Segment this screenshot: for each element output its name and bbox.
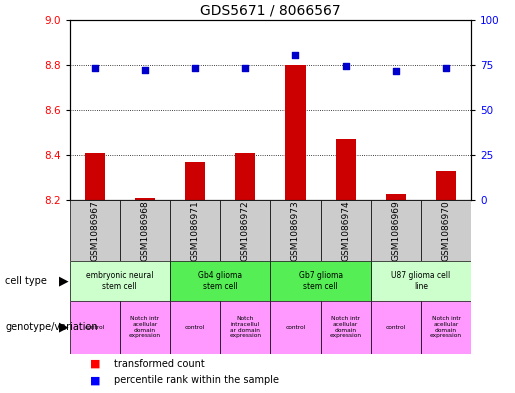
Bar [170, 301, 220, 354]
Bar [336, 140, 356, 200]
Bar [170, 261, 270, 301]
Bar [84, 153, 105, 200]
Text: GSM1086972: GSM1086972 [241, 200, 250, 261]
Text: control: control [285, 325, 305, 330]
Bar [371, 301, 421, 354]
Text: Notch
intracellul
ar domain
expression: Notch intracellul ar domain expression [229, 316, 261, 338]
Point [291, 52, 300, 58]
Text: ■: ■ [90, 358, 100, 369]
Text: ■: ■ [90, 375, 100, 385]
Bar [320, 200, 371, 261]
Bar [270, 261, 371, 301]
Bar [70, 261, 170, 301]
Text: Notch intr
acellular
domain
expression: Notch intr acellular domain expression [430, 316, 462, 338]
Text: GSM1086970: GSM1086970 [442, 200, 451, 261]
Bar [285, 65, 305, 200]
Point [191, 65, 199, 72]
Text: cell type: cell type [5, 276, 47, 286]
Bar [371, 261, 471, 301]
Bar [70, 200, 119, 261]
Bar [235, 153, 255, 200]
Text: ▶: ▶ [59, 321, 69, 334]
Point [241, 64, 249, 71]
Bar [320, 301, 371, 354]
Bar [386, 194, 406, 200]
Text: GSM1086971: GSM1086971 [191, 200, 199, 261]
Bar [270, 200, 321, 261]
Text: Notch intr
acellular
domain
expression: Notch intr acellular domain expression [129, 316, 161, 338]
Text: percentile rank within the sample: percentile rank within the sample [114, 375, 279, 385]
Bar [119, 200, 170, 261]
Text: Notch intr
acellular
domain
expression: Notch intr acellular domain expression [330, 316, 362, 338]
Bar [135, 198, 155, 200]
Bar [270, 301, 321, 354]
Text: GSM1086974: GSM1086974 [341, 200, 350, 261]
Point [141, 67, 149, 73]
Text: genotype/variation: genotype/variation [5, 322, 98, 332]
Text: GSM1086967: GSM1086967 [90, 200, 99, 261]
Point [442, 65, 450, 72]
Bar [371, 200, 421, 261]
Point [341, 62, 350, 69]
Text: U87 glioma cell
line: U87 glioma cell line [391, 271, 451, 291]
Bar [170, 200, 220, 261]
Bar [220, 200, 270, 261]
Text: embryonic neural
stem cell: embryonic neural stem cell [86, 271, 153, 291]
Bar [185, 162, 205, 200]
Point [91, 64, 99, 71]
Text: Gb4 glioma
stem cell: Gb4 glioma stem cell [198, 271, 242, 291]
Bar [421, 301, 471, 354]
Bar [119, 301, 170, 354]
Text: control: control [84, 325, 105, 330]
Text: ▶: ▶ [59, 274, 69, 288]
Text: transformed count: transformed count [114, 358, 204, 369]
Text: control: control [185, 325, 205, 330]
Bar [436, 171, 456, 200]
Bar [220, 301, 270, 354]
Bar [70, 301, 119, 354]
Point [392, 68, 400, 74]
Text: GSM1086969: GSM1086969 [391, 200, 400, 261]
Text: Gb7 glioma
stem cell: Gb7 glioma stem cell [299, 271, 342, 291]
Text: control: control [386, 325, 406, 330]
Text: GSM1086973: GSM1086973 [291, 200, 300, 261]
Bar [421, 200, 471, 261]
Text: GSM1086968: GSM1086968 [141, 200, 149, 261]
Title: GDS5671 / 8066567: GDS5671 / 8066567 [200, 3, 341, 17]
